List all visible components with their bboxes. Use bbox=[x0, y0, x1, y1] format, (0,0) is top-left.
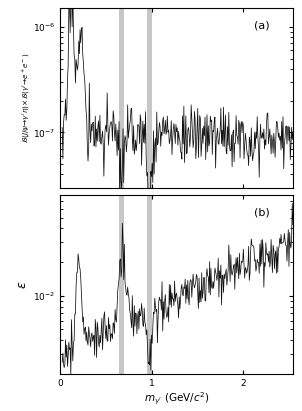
Y-axis label: $\varepsilon$: $\varepsilon$ bbox=[16, 280, 29, 289]
X-axis label: $m_{\gamma^\prime}\ (\mathrm{GeV}/c^2)$: $m_{\gamma^\prime}\ (\mathrm{GeV}/c^2)$ bbox=[144, 390, 209, 407]
Bar bbox=[147, 195, 152, 374]
Bar bbox=[120, 8, 124, 187]
Y-axis label: $\mathcal{B}(J/\psi\!\to\!\gamma^\prime\eta)\!\times\!\mathcal{B}(\gamma^\prime\: $\mathcal{B}(J/\psi\!\to\!\gamma^\prime\… bbox=[20, 53, 32, 143]
Bar bbox=[147, 8, 152, 187]
Text: (a): (a) bbox=[254, 21, 270, 31]
Bar bbox=[120, 195, 124, 374]
Text: (b): (b) bbox=[254, 207, 270, 217]
